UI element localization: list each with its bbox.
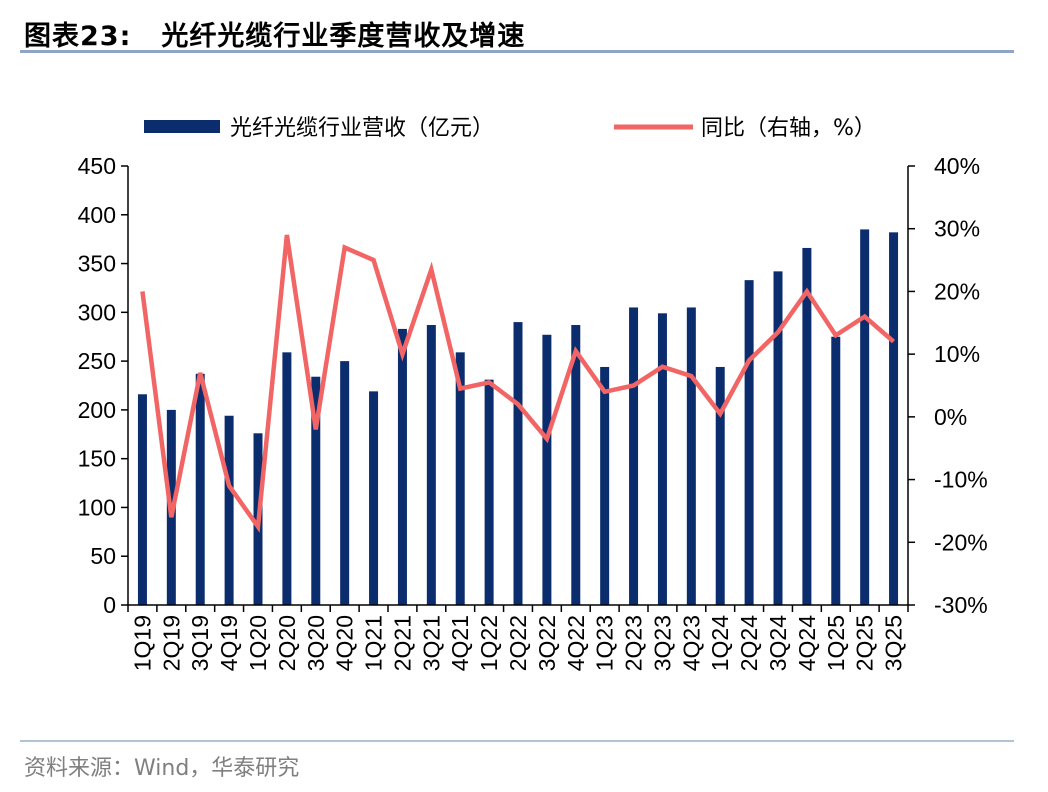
revenue-bar-3Q19 (195, 373, 205, 605)
left-tick-label: 0 (103, 592, 116, 618)
x-tick-label-4Q23: 4Q23 (678, 615, 704, 671)
revenue-bar-1Q22 (484, 379, 494, 605)
x-tick-label-4Q22: 4Q22 (563, 615, 589, 671)
right-tick-label: 10% (934, 341, 980, 367)
legend-label-yoy: 同比（右轴，%） (701, 116, 876, 141)
revenue-bar-3Q25 (889, 232, 899, 606)
left-tick-label: 50 (90, 543, 116, 569)
x-tick-label-2Q21: 2Q21 (389, 615, 415, 671)
revenue-bar-4Q19 (224, 415, 234, 605)
x-tick-label-2Q19: 2Q19 (158, 615, 184, 671)
figure-title-text: 光纤光缆行业季度营收及增速 (161, 21, 526, 52)
x-tick-label-2Q23: 2Q23 (621, 615, 647, 671)
x-tick-label-4Q21: 4Q21 (447, 615, 473, 671)
x-tick-label-1Q23: 1Q23 (592, 615, 618, 671)
x-tick-label-4Q20: 4Q20 (332, 615, 358, 671)
right-tick-label: 40% (934, 153, 980, 179)
left-tick-label: 250 (78, 348, 116, 374)
revenue-bar-1Q25 (831, 336, 841, 605)
revenue-bar-1Q23 (600, 366, 610, 605)
legend-swatch-revenue (144, 120, 220, 133)
revenue-bar-4Q23 (686, 307, 696, 605)
x-tick-label-1Q21: 1Q21 (361, 615, 387, 671)
x-tick-label-4Q24: 4Q24 (794, 615, 820, 671)
right-tick-label: 0% (934, 404, 967, 430)
left-tick-label: 350 (78, 251, 116, 277)
revenue-bar-1Q19 (137, 394, 147, 605)
x-tick-label-3Q21: 3Q21 (418, 615, 444, 671)
revenue-bar-4Q24 (802, 247, 812, 606)
left-tick-label: 200 (78, 397, 116, 423)
x-tick-label-3Q22: 3Q22 (534, 615, 560, 671)
x-tick-label-3Q23: 3Q23 (649, 615, 675, 671)
x-tick-label-3Q19: 3Q19 (187, 615, 213, 671)
x-tick-label-3Q24: 3Q24 (765, 615, 791, 671)
source-divider (20, 740, 1014, 742)
x-tick-label-2Q20: 2Q20 (274, 615, 300, 671)
revenue-bar-3Q23 (657, 313, 667, 605)
x-tick-label-1Q20: 1Q20 (245, 615, 271, 671)
revenue-bar-3Q21 (426, 325, 436, 605)
x-tick-label-2Q25: 2Q25 (852, 615, 878, 671)
x-tick-label-1Q19: 1Q19 (129, 615, 155, 671)
left-tick-label: 400 (78, 202, 116, 228)
revenue-bar-3Q20 (311, 376, 321, 605)
revenue-bar-3Q24 (773, 271, 783, 605)
revenue-bar-2Q25 (860, 229, 870, 605)
legend-label-revenue: 光纤光缆行业营收（亿元） (230, 116, 494, 141)
revenue-bar-2Q22 (513, 322, 523, 605)
revenue-bar-2Q20 (282, 352, 292, 605)
x-tick-label-3Q20: 3Q20 (303, 615, 329, 671)
left-tick-label: 100 (78, 494, 116, 520)
revenue-bar-2Q24 (744, 280, 754, 605)
source-note: 资料来源：Wind，华泰研究 (24, 756, 300, 781)
x-tick-label-3Q25: 3Q25 (881, 615, 907, 671)
left-tick-label: 450 (78, 153, 116, 179)
revenue-bar-3Q22 (542, 334, 552, 605)
revenue-bar-2Q23 (629, 307, 639, 605)
title-divider (20, 50, 1014, 53)
right-tick-label: -20% (934, 529, 988, 555)
revenue-bar-4Q21 (455, 352, 465, 605)
x-tick-label-4Q19: 4Q19 (216, 615, 242, 671)
x-tick-label-2Q22: 2Q22 (505, 615, 531, 671)
x-tick-label-1Q22: 1Q22 (476, 615, 502, 671)
revenue-bar-1Q24 (715, 366, 725, 605)
x-tick-label-1Q24: 1Q24 (707, 615, 733, 671)
revenue-bar-4Q22 (571, 325, 581, 605)
x-tick-label-1Q25: 1Q25 (823, 615, 849, 671)
revenue-bar-1Q21 (369, 391, 379, 605)
revenue-bar-2Q21 (397, 328, 407, 605)
figure-number: 图表23: (24, 21, 132, 52)
figure-title: 图表23: 光纤光缆行业季度营收及增速 (24, 14, 525, 53)
revenue-bar-4Q20 (340, 361, 350, 605)
left-tick-label: 300 (78, 299, 116, 325)
right-tick-label: 20% (934, 278, 980, 304)
right-tick-label: -10% (934, 467, 988, 493)
right-tick-label: 30% (934, 216, 980, 242)
x-tick-label-2Q24: 2Q24 (736, 615, 762, 671)
right-tick-label: -30% (934, 592, 988, 618)
left-tick-label: 150 (78, 446, 116, 472)
